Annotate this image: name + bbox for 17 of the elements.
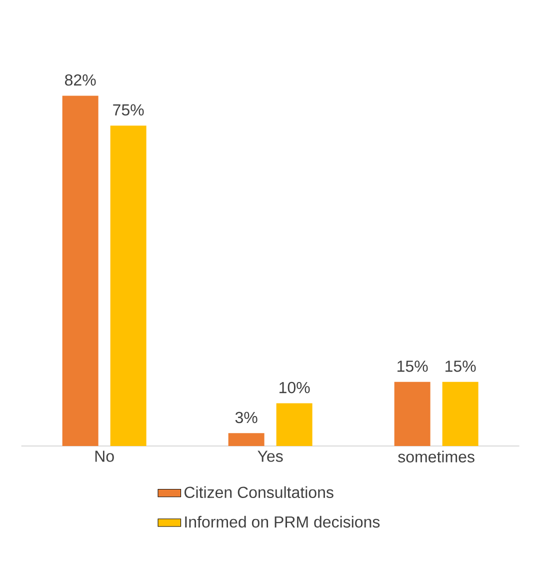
legend-label: Citizen Consultations bbox=[184, 486, 334, 498]
bar bbox=[276, 403, 312, 446]
data-label: 3% bbox=[235, 412, 258, 424]
bar bbox=[442, 382, 478, 446]
data-label: 15% bbox=[398, 360, 428, 372]
x-tick-label: Yes bbox=[258, 450, 283, 462]
x-tick-label: sometimes bbox=[398, 450, 474, 462]
x-tick-label: No bbox=[95, 450, 114, 462]
data-label: 75% bbox=[113, 104, 144, 116]
bar bbox=[228, 433, 264, 446]
data-label: 10% bbox=[280, 382, 310, 394]
bar bbox=[110, 126, 146, 446]
data-label: 82% bbox=[65, 74, 96, 86]
legend-label: Informed on PRM decisions bbox=[185, 516, 380, 528]
data-label: 15% bbox=[446, 360, 476, 372]
bar bbox=[62, 96, 98, 446]
bar bbox=[394, 382, 430, 446]
